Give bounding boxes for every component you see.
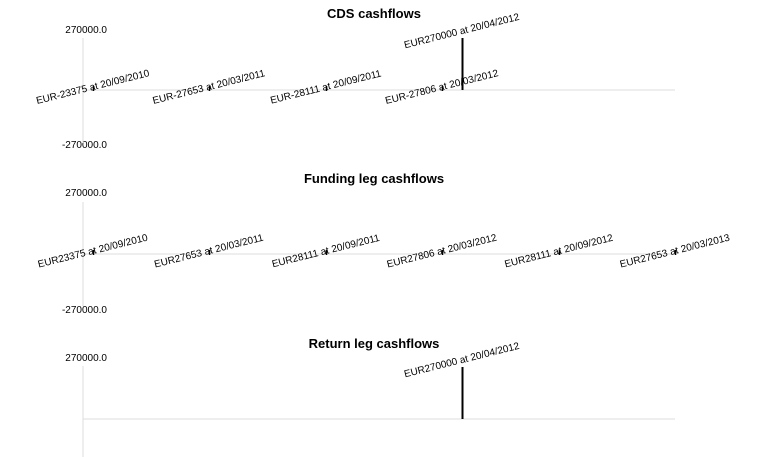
- cashflow-label: EUR-23375 at 20/09/2010: [35, 68, 151, 107]
- y-min-label: -270000.0: [62, 305, 107, 316]
- cds-cashflows-panel: CDS cashflows 270000.0 -270000.0 EUR-233…: [35, 6, 675, 151]
- cashflow-label: EUR28111 at 20/09/2012: [504, 233, 615, 271]
- y-max-label: 270000.0: [65, 188, 107, 199]
- cashflow-label: EUR-28111 at 20/09/2011: [269, 68, 383, 106]
- funding-leg-cashflows-panel: Funding leg cashflows 270000.0 -270000.0…: [37, 171, 732, 316]
- cashflow-label: EUR23375 at 20/09/2010: [37, 232, 150, 270]
- cashflow-label: EUR28111 at 20/09/2011: [271, 233, 381, 271]
- flow-marks: EUR270000 at 20/04/2012: [403, 341, 521, 419]
- flow-marks: EUR-23375 at 20/09/2010 EUR-27653 at 20/0…: [35, 12, 521, 107]
- cashflow-label: EUR27653 at 20/03/2011: [153, 233, 265, 271]
- chart-title: Return leg cashflows: [309, 336, 440, 351]
- chart-title: CDS cashflows: [327, 6, 421, 21]
- cashflow-label: EUR-27653 at 20/03/2011: [152, 68, 267, 107]
- y-min-label: -270000.0: [62, 140, 107, 151]
- cashflow-label: EUR-27806 at 20/03/2012: [384, 68, 500, 107]
- return-leg-cashflows-panel: Return leg cashflows 270000.0 EUR270000 …: [65, 336, 675, 457]
- flow-marks: EUR23375 at 20/09/2010 EUR27653 at 20/03/…: [37, 232, 732, 270]
- y-max-label: 270000.0: [65, 353, 107, 364]
- cashflow-label: EUR27806 at 20/03/2012: [386, 232, 499, 270]
- chart-title: Funding leg cashflows: [304, 171, 444, 186]
- cashflow-label: EUR27653 at 20/03/2013: [619, 232, 732, 270]
- y-max-label: 270000.0: [65, 25, 107, 36]
